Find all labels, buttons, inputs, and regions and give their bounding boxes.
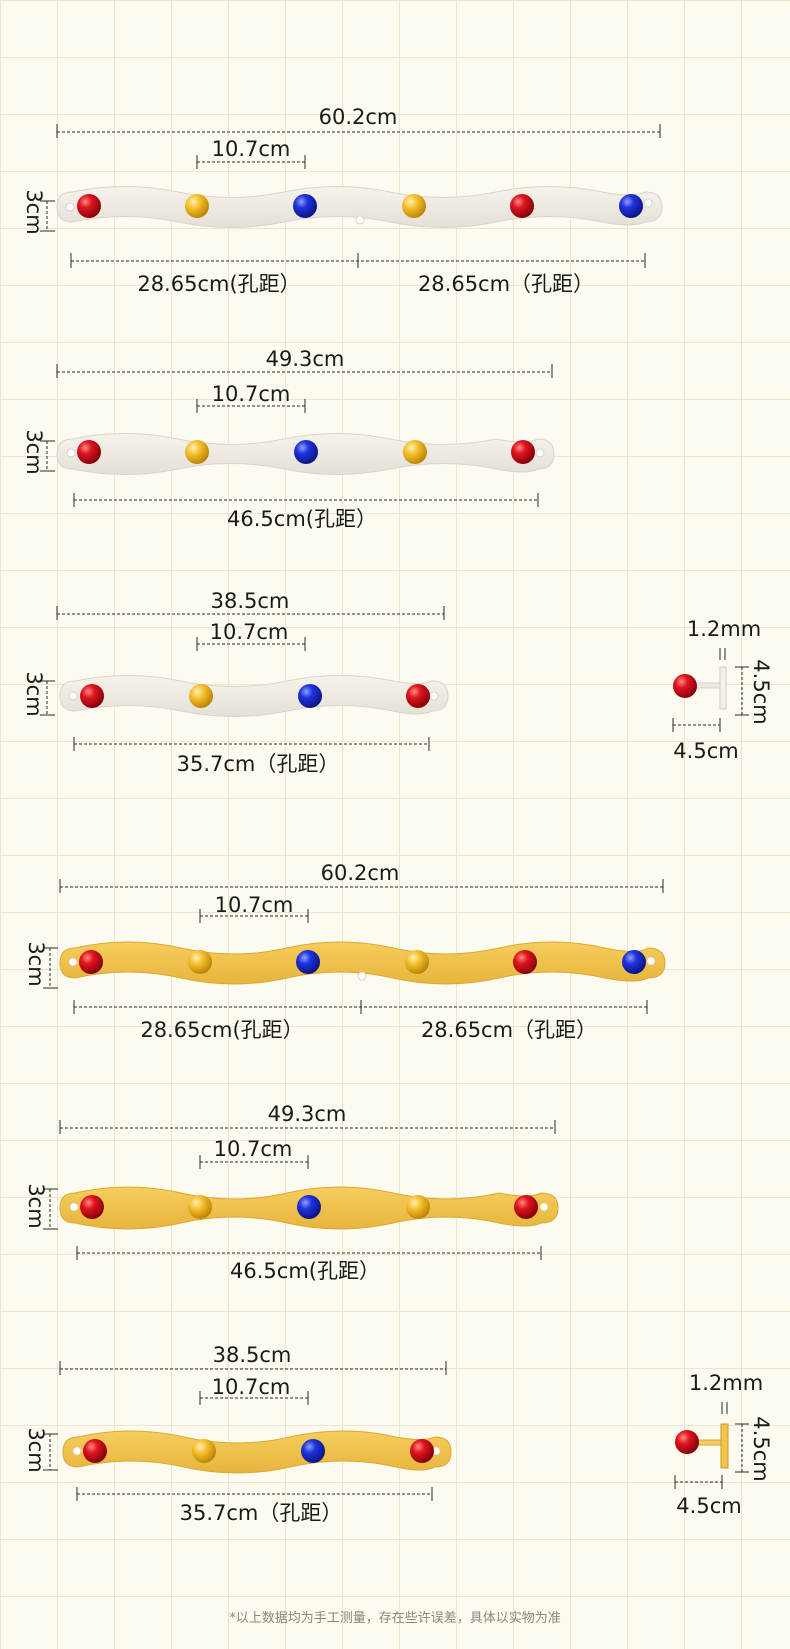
knob-yellow (192, 1439, 216, 1463)
knob-red (77, 194, 101, 218)
product-4-yellow-6-knobs: 60.2cm 10.7cm 3cm 28.65cm(孔距） 28.65c (24, 861, 666, 1042)
total-length-label: 49.3cm (268, 1102, 347, 1126)
hole-distance-right-label: 28.65cm（孔距） (421, 1018, 597, 1042)
thickness-label: 1.2mm (689, 1371, 763, 1395)
height-label: 3cm (24, 941, 48, 986)
total-length-label: 49.3cm (266, 347, 345, 371)
total-length-label: 38.5cm (211, 589, 290, 613)
side-view-white: 1.2mm 4.5cm 4.5cm (672, 617, 773, 763)
product-5-yellow-5-knobs: 49.3cm 10.7cm 3cm 46.5cm(孔距） (24, 1102, 559, 1283)
knob-spacing-label: 10.7cm (210, 620, 289, 644)
total-length-label: 38.5cm (213, 1343, 292, 1367)
knob-red (83, 1439, 107, 1463)
height-label: 3cm (22, 429, 46, 474)
wavy-rack (59, 675, 449, 717)
knob-yellow (188, 950, 212, 974)
mount-hole-left (72, 1446, 82, 1456)
mount-hole-right (429, 691, 439, 701)
knob-spacing-label: 10.7cm (212, 137, 291, 161)
side-knob-red (675, 1430, 699, 1454)
knob-blue (293, 194, 317, 218)
mount-hole-center (355, 215, 365, 225)
side-depth-label: 4.5cm (676, 1494, 741, 1518)
knob-yellow (185, 440, 209, 464)
thickness-label: 1.2mm (687, 617, 761, 641)
hole-distance-label: 35.7cm（孔距） (180, 1501, 343, 1525)
knob-blue (298, 684, 322, 708)
wavy-rack (56, 186, 663, 228)
knob-red (406, 684, 430, 708)
hole-distance-label: 46.5cm(孔距） (227, 507, 377, 531)
product-3-white-4-knobs: 38.5cm 10.7cm 3cm 35.7cm（孔距） (22, 589, 449, 776)
height-label: 3cm (22, 189, 46, 234)
mount-hole-center (357, 971, 367, 981)
mount-hole-right (539, 1202, 549, 1212)
knob-spacing-label: 10.7cm (212, 1375, 291, 1399)
side-depth-label: 4.5cm (673, 739, 738, 763)
knob-red (79, 950, 103, 974)
measurement-disclaimer: *以上数据均为手工测量，存在些许误差，具体以实物为准 (229, 1611, 561, 1626)
knob-blue (296, 950, 320, 974)
knob-red (77, 440, 101, 464)
product-2-white-5-knobs: 49.3cm 10.7cm 3cm 46.5cm(孔距） (22, 347, 555, 531)
knob-spacing-label: 10.7cm (212, 382, 291, 406)
knob-red (513, 950, 537, 974)
mount-hole-left (68, 691, 78, 701)
knob-blue (294, 440, 318, 464)
knob-blue (622, 950, 646, 974)
knob-yellow (402, 194, 426, 218)
knob-red (511, 440, 535, 464)
hole-distance-left-label: 28.65cm(孔距） (137, 272, 300, 296)
hole-distance-left-label: 28.65cm(孔距） (140, 1018, 303, 1042)
side-height-label: 4.5cm (749, 1416, 773, 1481)
mount-hole-left (68, 957, 78, 967)
wavy-rack (62, 1430, 452, 1474)
knob-red (80, 1195, 104, 1219)
side-view-yellow: 1.2mm 4.5cm 4.5cm (674, 1371, 773, 1518)
knob-yellow (189, 684, 213, 708)
mount-hole-right (535, 448, 545, 458)
product-6-yellow-4-knobs: 38.5cm 10.7cm 3cm 35.7cm（孔距） (24, 1343, 452, 1525)
knob-blue (619, 194, 643, 218)
knob-blue (301, 1439, 325, 1463)
side-plate (720, 1423, 729, 1469)
knob-yellow (188, 1195, 212, 1219)
wavy-rack (59, 941, 666, 985)
mount-hole-right (643, 198, 653, 208)
side-height-label: 4.5cm (749, 659, 773, 724)
total-length-label: 60.2cm (319, 105, 398, 129)
total-length-label: 60.2cm (321, 861, 400, 885)
knob-red (514, 1195, 538, 1219)
knob-red (80, 684, 104, 708)
knob-spacing-label: 10.7cm (214, 1137, 293, 1161)
knob-yellow (403, 440, 427, 464)
mount-hole-left (65, 202, 75, 212)
side-plate (719, 666, 727, 710)
knob-yellow (185, 194, 209, 218)
knob-red (410, 1439, 434, 1463)
side-knob-red (673, 674, 697, 698)
hole-distance-label: 46.5cm(孔距） (230, 1259, 380, 1283)
knob-blue (297, 1195, 321, 1219)
height-label: 3cm (22, 671, 46, 716)
knob-spacing-label: 10.7cm (215, 893, 294, 917)
product-1-white-6-knobs: 60.2cm 10.7cm 3cm (22, 105, 663, 296)
mount-hole-left (66, 448, 76, 458)
hole-distance-right-label: 28.65cm（孔距） (418, 272, 594, 296)
knob-red (510, 194, 534, 218)
knob-yellow (405, 950, 429, 974)
height-label: 3cm (24, 1183, 48, 1228)
mount-hole-left (69, 1202, 79, 1212)
knob-yellow (406, 1195, 430, 1219)
mount-hole-right (646, 956, 656, 966)
hole-distance-label: 35.7cm（孔距） (177, 752, 340, 776)
height-label: 3cm (24, 1427, 48, 1472)
